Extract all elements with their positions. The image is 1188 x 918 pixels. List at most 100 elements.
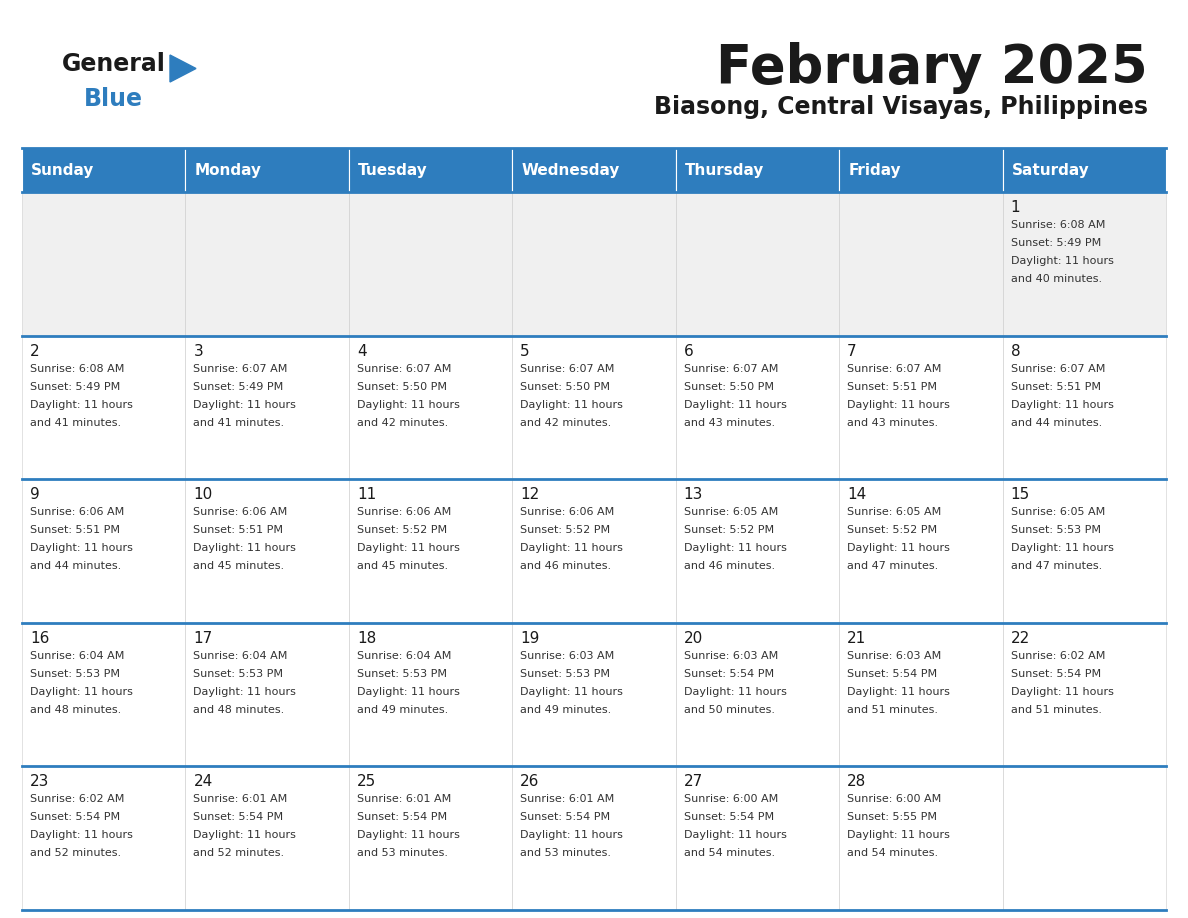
Text: Daylight: 11 hours: Daylight: 11 hours [684,831,786,840]
Text: Sunset: 5:51 PM: Sunset: 5:51 PM [30,525,120,535]
Text: Sunset: 5:53 PM: Sunset: 5:53 PM [520,669,611,678]
Text: Daylight: 11 hours: Daylight: 11 hours [30,543,133,554]
Text: and 44 minutes.: and 44 minutes. [1011,418,1101,428]
Text: Sunset: 5:50 PM: Sunset: 5:50 PM [520,382,611,392]
Text: Daylight: 11 hours: Daylight: 11 hours [356,687,460,697]
Text: Daylight: 11 hours: Daylight: 11 hours [194,399,296,409]
Bar [23,148,185,192]
Text: 25: 25 [356,775,377,789]
Text: Daylight: 11 hours: Daylight: 11 hours [520,399,624,409]
Bar [676,192,839,336]
Bar [349,192,512,336]
Text: 23: 23 [30,775,50,789]
Bar [23,767,185,910]
Text: and 47 minutes.: and 47 minutes. [847,561,939,571]
Bar [23,479,185,622]
Text: Sunset: 5:54 PM: Sunset: 5:54 PM [356,812,447,823]
Bar [676,336,839,479]
Text: and 42 minutes.: and 42 minutes. [520,418,612,428]
Text: Sunset: 5:49 PM: Sunset: 5:49 PM [30,382,120,392]
Text: Sunday: Sunday [31,162,94,177]
Bar [512,479,676,622]
Text: and 49 minutes.: and 49 minutes. [520,705,612,715]
Text: Daylight: 11 hours: Daylight: 11 hours [1011,256,1113,266]
Text: and 43 minutes.: and 43 minutes. [684,418,775,428]
Text: Sunset: 5:54 PM: Sunset: 5:54 PM [847,669,937,678]
Text: Daylight: 11 hours: Daylight: 11 hours [30,399,133,409]
Text: Sunrise: 6:03 AM: Sunrise: 6:03 AM [520,651,614,661]
Text: 24: 24 [194,775,213,789]
Text: and 42 minutes.: and 42 minutes. [356,418,448,428]
Text: Sunrise: 6:03 AM: Sunrise: 6:03 AM [684,651,778,661]
Text: Daylight: 11 hours: Daylight: 11 hours [684,399,786,409]
Polygon shape [170,55,196,82]
Text: 14: 14 [847,487,866,502]
Text: Monday: Monday [195,162,261,177]
Text: Sunset: 5:52 PM: Sunset: 5:52 PM [847,525,937,535]
Bar [349,622,512,767]
Text: Sunset: 5:52 PM: Sunset: 5:52 PM [684,525,773,535]
Bar [1003,622,1165,767]
Text: Daylight: 11 hours: Daylight: 11 hours [520,543,624,554]
Bar [1003,192,1165,336]
Text: 22: 22 [1011,631,1030,645]
Text: and 52 minutes.: and 52 minutes. [194,848,285,858]
Text: and 52 minutes.: and 52 minutes. [30,848,121,858]
Text: Sunrise: 6:05 AM: Sunrise: 6:05 AM [684,508,778,517]
Bar [839,336,1003,479]
Bar [185,192,349,336]
Text: and 47 minutes.: and 47 minutes. [1011,561,1101,571]
Text: 21: 21 [847,631,866,645]
Text: Sunrise: 6:07 AM: Sunrise: 6:07 AM [356,364,451,374]
Text: Sunrise: 6:07 AM: Sunrise: 6:07 AM [684,364,778,374]
Text: Sunrise: 6:07 AM: Sunrise: 6:07 AM [194,364,287,374]
Text: Daylight: 11 hours: Daylight: 11 hours [194,543,296,554]
Text: and 51 minutes.: and 51 minutes. [847,705,939,715]
Text: Sunrise: 6:05 AM: Sunrise: 6:05 AM [1011,508,1105,517]
Text: Daylight: 11 hours: Daylight: 11 hours [520,831,624,840]
Text: 5: 5 [520,343,530,359]
Text: Saturday: Saturday [1011,162,1089,177]
Text: Daylight: 11 hours: Daylight: 11 hours [30,831,133,840]
Text: Sunrise: 6:02 AM: Sunrise: 6:02 AM [1011,651,1105,661]
Bar [839,622,1003,767]
Text: and 54 minutes.: and 54 minutes. [684,848,775,858]
Text: Sunset: 5:54 PM: Sunset: 5:54 PM [1011,669,1101,678]
Text: 10: 10 [194,487,213,502]
Bar [23,622,185,767]
Text: Sunset: 5:54 PM: Sunset: 5:54 PM [194,812,284,823]
Text: Sunset: 5:53 PM: Sunset: 5:53 PM [1011,525,1100,535]
Text: 4: 4 [356,343,366,359]
Text: Daylight: 11 hours: Daylight: 11 hours [847,399,950,409]
Bar [185,622,349,767]
Text: 28: 28 [847,775,866,789]
Text: Sunrise: 6:00 AM: Sunrise: 6:00 AM [847,794,941,804]
Text: and 54 minutes.: and 54 minutes. [847,848,939,858]
Bar [676,479,839,622]
Text: Sunrise: 6:03 AM: Sunrise: 6:03 AM [847,651,941,661]
Text: Sunset: 5:50 PM: Sunset: 5:50 PM [684,382,773,392]
Bar [512,622,676,767]
Text: Sunrise: 6:08 AM: Sunrise: 6:08 AM [1011,220,1105,230]
Text: and 40 minutes.: and 40 minutes. [1011,274,1101,284]
Text: Sunset: 5:54 PM: Sunset: 5:54 PM [684,812,773,823]
Text: Sunset: 5:51 PM: Sunset: 5:51 PM [847,382,937,392]
Text: 6: 6 [684,343,694,359]
Text: Sunrise: 6:07 AM: Sunrise: 6:07 AM [847,364,942,374]
Bar [512,148,676,192]
Bar [512,767,676,910]
Text: Sunset: 5:54 PM: Sunset: 5:54 PM [520,812,611,823]
Bar [1003,479,1165,622]
Text: 2: 2 [30,343,39,359]
Bar [676,622,839,767]
Bar [512,336,676,479]
Text: 15: 15 [1011,487,1030,502]
Text: 20: 20 [684,631,703,645]
Text: 1: 1 [1011,200,1020,215]
Text: 16: 16 [30,631,50,645]
Text: Daylight: 11 hours: Daylight: 11 hours [847,831,950,840]
Text: Daylight: 11 hours: Daylight: 11 hours [194,831,296,840]
Text: Sunrise: 6:06 AM: Sunrise: 6:06 AM [520,508,614,517]
Text: Daylight: 11 hours: Daylight: 11 hours [1011,687,1113,697]
Text: and 51 minutes.: and 51 minutes. [1011,705,1101,715]
